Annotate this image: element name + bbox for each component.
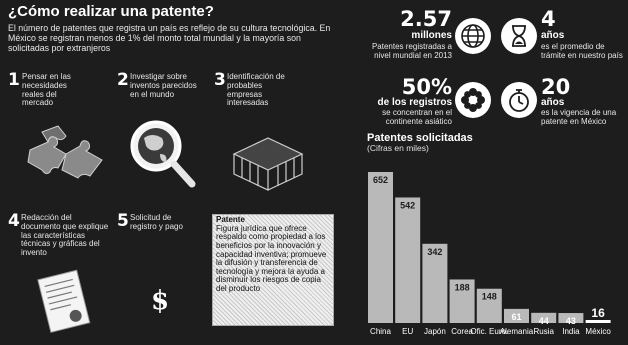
step-2-number: 2 xyxy=(117,70,129,90)
bar-value-label-5: 61 xyxy=(511,312,521,322)
bar-6 xyxy=(531,312,557,323)
step-3-number: 3 xyxy=(214,70,226,90)
step-5-number: 5 xyxy=(117,211,129,231)
step-1-text: Pensar en las necesidades reales del mer… xyxy=(22,72,71,108)
bar-value-label-8: 16 xyxy=(591,306,605,320)
stat-1-unit: millones xyxy=(411,30,452,41)
bar-value-label-0: 652 xyxy=(373,175,388,185)
globe-icon-circle xyxy=(455,18,491,54)
step-3-text: Identificación de probables empresas int… xyxy=(227,72,285,108)
dollar-sign: $ xyxy=(151,286,170,316)
stat-2-value: 4 xyxy=(541,7,556,31)
bar-value-label-2: 342 xyxy=(427,247,442,257)
definition-box xyxy=(212,214,334,326)
hourglass-icon-circle xyxy=(501,18,537,54)
definition-body: Figura jurídica que ofrece respaldo como… xyxy=(216,223,327,293)
bar-2 xyxy=(422,243,448,323)
category-label-0: China xyxy=(370,327,391,336)
flower-icon-circle xyxy=(455,82,491,118)
stat-4-value: 20 xyxy=(541,75,571,99)
bar-value-label-4: 148 xyxy=(482,292,497,302)
definition-term: Patente xyxy=(216,215,245,224)
step-5-text: Solicitud de registro y pago xyxy=(130,213,183,231)
chart-subtitle: (Cifras en miles) xyxy=(367,143,429,153)
category-label-6: Rusia xyxy=(533,327,554,336)
category-label-5: Alemania xyxy=(500,327,534,336)
category-label-8: México xyxy=(585,327,611,336)
step-4-text: Redacción del documento que explique las… xyxy=(21,213,109,258)
stopwatch-icon xyxy=(509,89,529,112)
page-title: ¿Cómo realizar una patente? xyxy=(8,3,214,20)
stat-2-unit: años xyxy=(541,30,565,41)
stat-2-desc: es el promedio de trámite en nuestro paí… xyxy=(541,42,623,60)
bar-7 xyxy=(558,313,584,323)
definition-text: Patente Figura jurídica que ofrece respal… xyxy=(216,215,330,294)
category-label-1: EU xyxy=(402,327,413,336)
bar-value-label-1: 542 xyxy=(400,200,415,210)
bar-3 xyxy=(449,279,475,323)
stat-4-desc: es la vigencia de una patente en México xyxy=(541,108,617,126)
stat-1-value: 2.57 xyxy=(400,7,452,31)
bar-4 xyxy=(476,288,502,323)
category-label-3: Corea xyxy=(451,327,473,336)
stat-4-unit: años xyxy=(541,97,565,108)
category-label-7: India xyxy=(562,327,580,336)
magnifier-globe-icon xyxy=(130,120,196,188)
stopwatch-icon-circle xyxy=(501,82,537,118)
stat-3-value: 50% xyxy=(401,75,452,99)
document-icon xyxy=(37,269,91,333)
bar-5 xyxy=(504,308,529,323)
bar-value-label-6: 44 xyxy=(539,316,549,326)
step-4-number: 4 xyxy=(8,211,20,231)
intro-text: El número de patentes que registra un pa… xyxy=(8,23,331,53)
category-label-4: Ofic. Euro. xyxy=(470,327,508,336)
flower-icon xyxy=(461,88,485,112)
puzzle-icon xyxy=(27,125,103,179)
bar-value-label-7: 43 xyxy=(566,316,576,326)
category-label-2: Japón xyxy=(424,327,446,336)
stat-1-desc: Patentes registradas a nivel mundial en … xyxy=(371,42,452,60)
buildings-icon xyxy=(232,137,304,191)
globe-icon xyxy=(461,24,485,48)
bar-1 xyxy=(395,197,421,323)
step-2-text: Investigar sobre inventos parecidos en e… xyxy=(130,72,197,99)
bar-0 xyxy=(368,172,393,323)
bar-8 xyxy=(585,320,611,323)
stat-3-unit: de los registros xyxy=(377,97,452,108)
chart-title: Patentes solicitadas xyxy=(367,132,473,144)
stat-3-desc: se concentran en el continente asiático xyxy=(382,108,452,126)
hourglass-icon xyxy=(512,25,526,47)
bar-value-label-3: 188 xyxy=(455,282,470,292)
step-1-number: 1 xyxy=(8,70,20,90)
